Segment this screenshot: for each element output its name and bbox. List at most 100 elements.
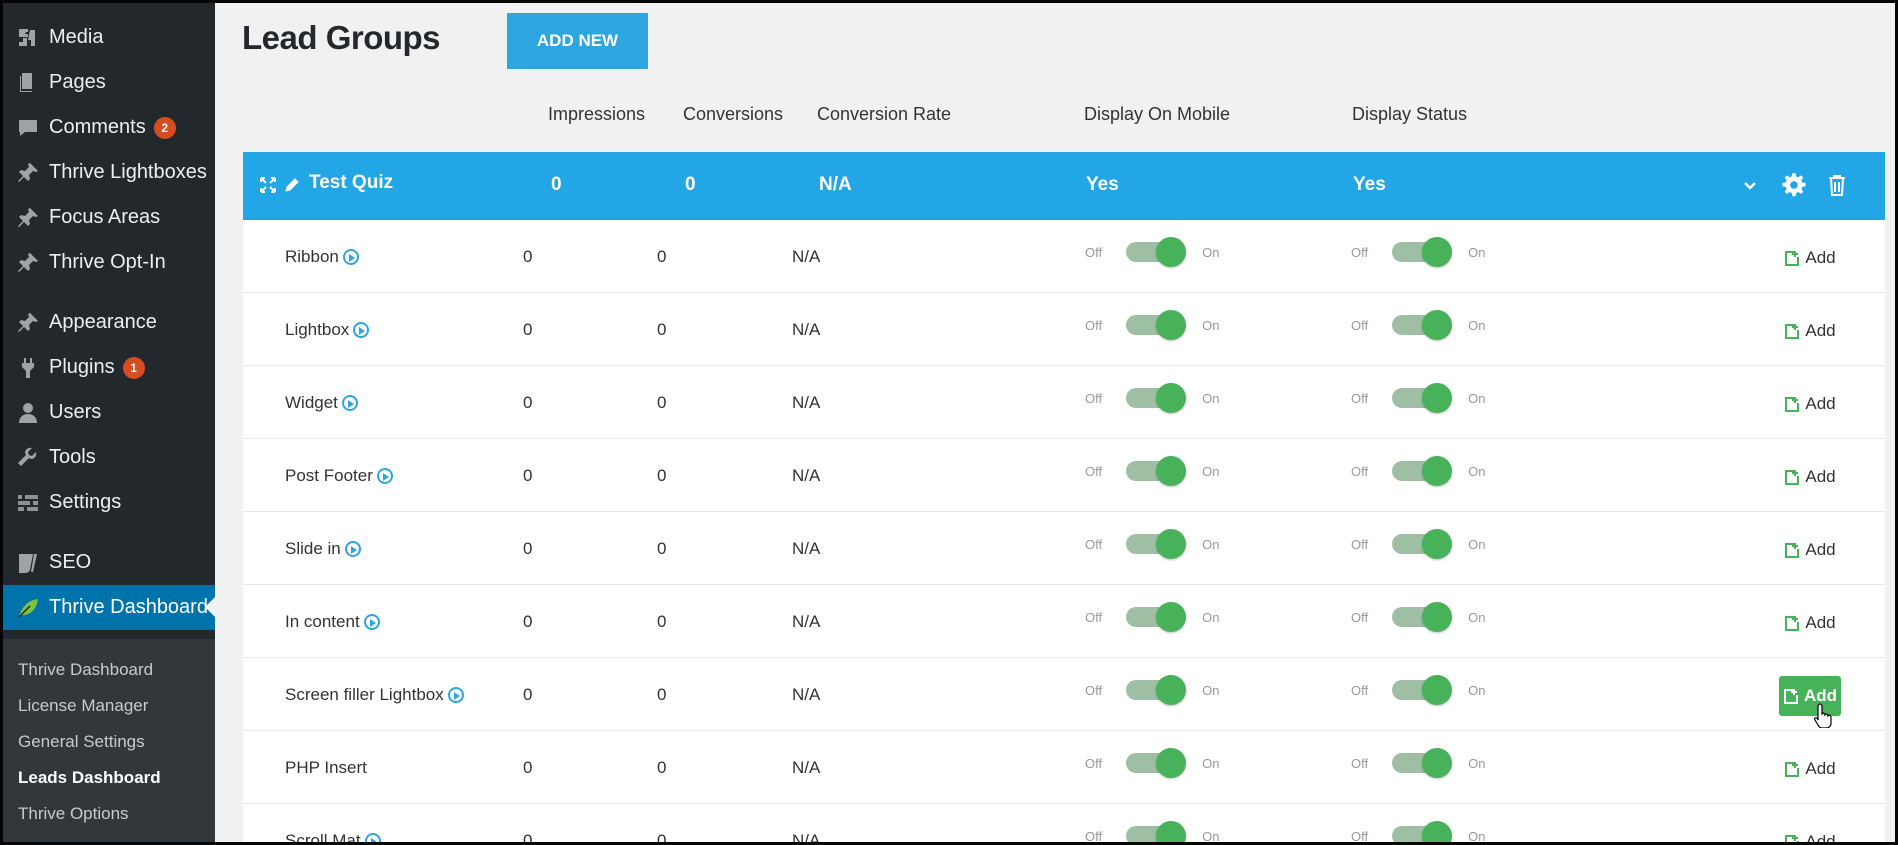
toggle-switch[interactable] [1126, 237, 1187, 267]
toggle-switch[interactable] [1126, 529, 1187, 559]
mobile-toggle[interactable]: Off On [1085, 383, 1219, 413]
lead-shape-label: Screen filler Lightbox [285, 685, 444, 704]
play-circle-icon[interactable] [342, 249, 359, 265]
toggle-switch[interactable] [1126, 821, 1187, 842]
edit-pencil-icon[interactable] [283, 176, 301, 200]
add-button[interactable]: Add [1779, 749, 1841, 789]
toggle-switch[interactable] [1392, 821, 1453, 842]
cell-rate: N/A [792, 539, 821, 558]
play-circle-icon[interactable] [363, 614, 380, 630]
status-toggle[interactable]: Off On [1351, 675, 1485, 705]
mobile-toggle[interactable]: Off On [1085, 529, 1219, 559]
add-button[interactable]: Add [1779, 603, 1841, 643]
add-button[interactable]: Add [1779, 822, 1841, 845]
plugins-icon [13, 355, 43, 381]
sidebar-item-tools[interactable]: Tools [3, 435, 215, 480]
expand-icon[interactable] [259, 176, 277, 200]
notification-badge: 2 [153, 116, 176, 139]
table-row: In content 0 0 N/A Off On Off On Add [243, 585, 1885, 658]
play-circle-icon[interactable] [447, 687, 464, 703]
mobile-toggle[interactable]: Off On [1085, 237, 1219, 267]
toggle-switch[interactable] [1126, 310, 1187, 340]
add-label: Add [1805, 394, 1836, 413]
play-circle-icon[interactable] [353, 322, 370, 338]
sidebar-item-users[interactable]: Users [3, 390, 215, 435]
add-file-icon [1784, 761, 1800, 777]
play-circle-icon[interactable] [364, 833, 381, 842]
mobile-toggle[interactable]: Off On [1085, 310, 1219, 340]
mobile-toggle[interactable]: Off On [1085, 456, 1219, 486]
cell-rate: N/A [792, 758, 821, 777]
status-toggle[interactable]: Off On [1351, 602, 1485, 632]
toggle-switch[interactable] [1392, 310, 1453, 340]
add-button[interactable]: Add [1779, 238, 1841, 278]
status-toggle[interactable]: Off On [1351, 529, 1485, 559]
toggle-switch[interactable] [1126, 456, 1187, 486]
status-toggle[interactable]: Off On [1351, 456, 1485, 486]
add-button[interactable]: Add [1779, 384, 1841, 424]
sidebar-item-plugins[interactable]: Plugins 1 [3, 345, 215, 390]
toggle-switch[interactable] [1392, 456, 1453, 486]
sidebar-item-label: Appearance [49, 311, 157, 333]
toggle-switch[interactable] [1392, 237, 1453, 267]
submenu-item-thrive-dashboard[interactable]: Thrive Dashboard [18, 660, 154, 679]
toggle-switch[interactable] [1126, 675, 1187, 705]
add-new-button[interactable]: ADD NEW [507, 13, 648, 69]
submenu-item-leads-dashboard[interactable]: Leads Dashboard [18, 768, 161, 787]
sidebar-item-label: Settings [49, 491, 122, 513]
toggle-off-label: Off [1085, 390, 1103, 406]
add-label: Add [1805, 832, 1836, 845]
column-header-display-status: Display Status [1352, 104, 1468, 124]
submenu-item-thrive-options[interactable]: Thrive Options [18, 804, 129, 823]
lead-shape-label: Widget [285, 393, 338, 412]
cell-impressions: 0 [523, 685, 533, 704]
sidebar-item-focus-areas[interactable]: Focus Areas [3, 195, 215, 240]
toggle-knob [1422, 456, 1453, 486]
sidebar-item-thrive-lightboxes[interactable]: Thrive Lightboxes [3, 150, 215, 195]
toggle-switch[interactable] [1392, 748, 1453, 778]
lead-group-row[interactable]: Test Quiz 0 0 N/A Yes Yes [243, 152, 1885, 220]
play-circle-icon[interactable] [344, 541, 361, 557]
sidebar-item-comments[interactable]: Comments 2 [3, 105, 215, 150]
mobile-toggle[interactable]: Off On [1085, 602, 1219, 632]
toggle-switch[interactable] [1126, 748, 1187, 778]
users-icon [13, 400, 43, 426]
sidebar-item-thrive-opt-in[interactable]: Thrive Opt-In [3, 240, 215, 285]
sidebar-item-appearance[interactable]: Appearance [3, 300, 215, 345]
toggle-switch[interactable] [1392, 529, 1453, 559]
play-circle-icon[interactable] [376, 468, 393, 484]
mobile-toggle[interactable]: Off On [1085, 748, 1219, 778]
sidebar-item-seo[interactable]: SEO [3, 540, 215, 585]
toggle-switch[interactable] [1126, 383, 1187, 413]
status-toggle[interactable]: Off On [1351, 383, 1485, 413]
toggle-on-label: On [1468, 828, 1486, 844]
trash-icon[interactable] [1825, 172, 1849, 204]
sidebar-item-thrive-dashboard[interactable]: Thrive Dashboard [3, 585, 215, 630]
status-toggle[interactable]: Off On [1351, 821, 1486, 844]
add-button[interactable]: Add [1779, 530, 1841, 570]
toggle-knob [1422, 529, 1453, 559]
add-button[interactable]: Add [1779, 457, 1841, 497]
toggle-off-label: Off [1351, 244, 1369, 260]
sidebar-item-settings[interactable]: Settings [3, 480, 215, 525]
status-toggle[interactable]: Off On [1351, 310, 1485, 340]
add-button[interactable]: Add [1779, 676, 1841, 716]
mobile-toggle[interactable]: Off On [1085, 675, 1219, 705]
toggle-switch[interactable] [1392, 602, 1453, 632]
sidebar-item-media[interactable]: Media [3, 15, 215, 60]
status-toggle[interactable]: Off On [1351, 748, 1485, 778]
toggle-switch[interactable] [1392, 383, 1453, 413]
toggle-switch[interactable] [1126, 602, 1187, 632]
submenu-item-general-settings[interactable]: General Settings [18, 732, 145, 751]
table-row: Slide in 0 0 N/A Off On Off On Add [243, 512, 1885, 585]
lead-shape-name: Lightbox [285, 320, 370, 340]
status-toggle[interactable]: Off On [1351, 237, 1485, 267]
toggle-switch[interactable] [1392, 675, 1453, 705]
play-circle-icon[interactable] [341, 395, 358, 411]
gear-icon[interactable] [1781, 172, 1807, 204]
mobile-toggle[interactable]: Off On [1085, 821, 1219, 842]
sidebar-item-pages[interactable]: Pages [3, 60, 215, 105]
submenu-item-license-manager[interactable]: License Manager [18, 696, 149, 715]
add-button[interactable]: Add [1779, 311, 1841, 351]
chevron-down-icon[interactable] [1741, 176, 1759, 200]
